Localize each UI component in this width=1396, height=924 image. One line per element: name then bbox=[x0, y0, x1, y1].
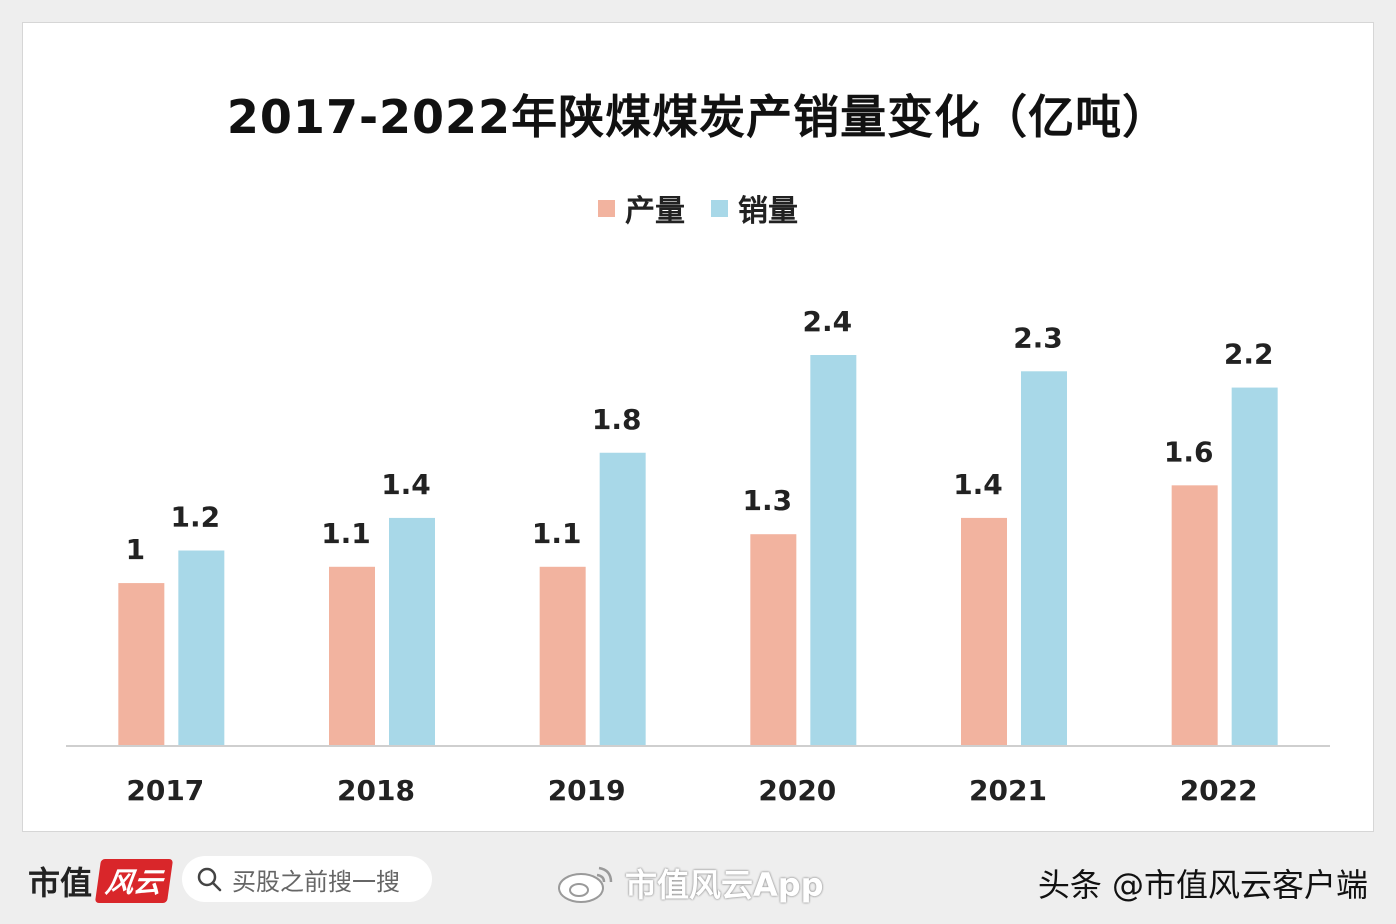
data-label-sales-2019: 1.8 bbox=[592, 403, 642, 436]
legend-item-production: 产量 bbox=[598, 186, 685, 230]
legend-label-sales: 销量 bbox=[738, 194, 798, 229]
x-tick-label-2019: 2019 bbox=[548, 774, 626, 807]
app-watermark-text: 市值风云App bbox=[625, 866, 824, 904]
chart-title: 2017-2022年陕煤煤炭产销量变化（亿吨） bbox=[226, 90, 1170, 144]
bar-sales-2018 bbox=[389, 517, 435, 746]
bar-production-2017 bbox=[118, 583, 165, 746]
data-label-production-2019: 1.1 bbox=[532, 517, 582, 550]
data-label-production-2020: 1.3 bbox=[743, 484, 793, 517]
data-label-production-2021: 1.4 bbox=[953, 468, 1003, 501]
data-label-sales-2020: 2.4 bbox=[803, 305, 853, 338]
weibo-icon bbox=[558, 866, 613, 903]
bar-sales-2020 bbox=[810, 355, 857, 746]
brand-name: 市值 bbox=[28, 864, 93, 902]
legend-label-production: 产量 bbox=[625, 194, 685, 229]
legend-swatch-production bbox=[598, 199, 615, 217]
search-box[interactable]: 买股之前搜一搜 bbox=[182, 856, 432, 902]
search-placeholder: 买股之前搜一搜 bbox=[232, 867, 400, 896]
legend-swatch-sales bbox=[711, 199, 728, 217]
bar-sales-2021 bbox=[1021, 371, 1067, 746]
data-label-sales-2021: 2.3 bbox=[1013, 321, 1063, 354]
search-icon bbox=[197, 867, 222, 892]
x-tick-label-2022: 2022 bbox=[1180, 774, 1258, 807]
data-label-sales-2022: 2.2 bbox=[1224, 338, 1274, 371]
data-label-production-2017: 1 bbox=[126, 533, 145, 566]
data-label-production-2018: 1.1 bbox=[321, 517, 371, 550]
footer-bar: 市值 风云 买股之前搜一搜 市值风云App 头条 @市值风云客户端 bbox=[0, 836, 1396, 924]
bar-production-2022 bbox=[1171, 485, 1218, 746]
x-tick-label-2018: 2018 bbox=[337, 774, 415, 807]
data-label-sales-2017: 1.2 bbox=[171, 501, 221, 534]
x-tick-label-2021: 2021 bbox=[969, 774, 1047, 807]
chart-legend: 产量 销量 bbox=[23, 186, 1373, 230]
bar-production-2019 bbox=[539, 566, 586, 746]
brand: 市值 风云 bbox=[28, 858, 174, 904]
app-watermark: 市值风云App bbox=[555, 860, 824, 906]
x-tick-label-2020: 2020 bbox=[758, 774, 836, 807]
bar-production-2018 bbox=[329, 566, 375, 746]
bar-production-2020 bbox=[750, 534, 797, 746]
data-label-production-2022: 1.6 bbox=[1164, 435, 1214, 468]
source-credit: 头条 @市值风云客户端 bbox=[1037, 866, 1368, 904]
bar-production-2021 bbox=[961, 517, 1007, 746]
bar-sales-2022 bbox=[1231, 387, 1278, 746]
x-tick-label-2017: 2017 bbox=[126, 774, 204, 807]
bar-sales-2017 bbox=[178, 550, 225, 746]
chart-frame: 2017-2022年陕煤煤炭产销量变化（亿吨） 产量 销量 bbox=[22, 22, 1374, 832]
legend-item-sales: 销量 bbox=[711, 186, 798, 230]
bar-sales-2019 bbox=[599, 452, 646, 746]
brand-logo: 风云 bbox=[94, 859, 174, 903]
data-label-sales-2018: 1.4 bbox=[381, 468, 431, 501]
